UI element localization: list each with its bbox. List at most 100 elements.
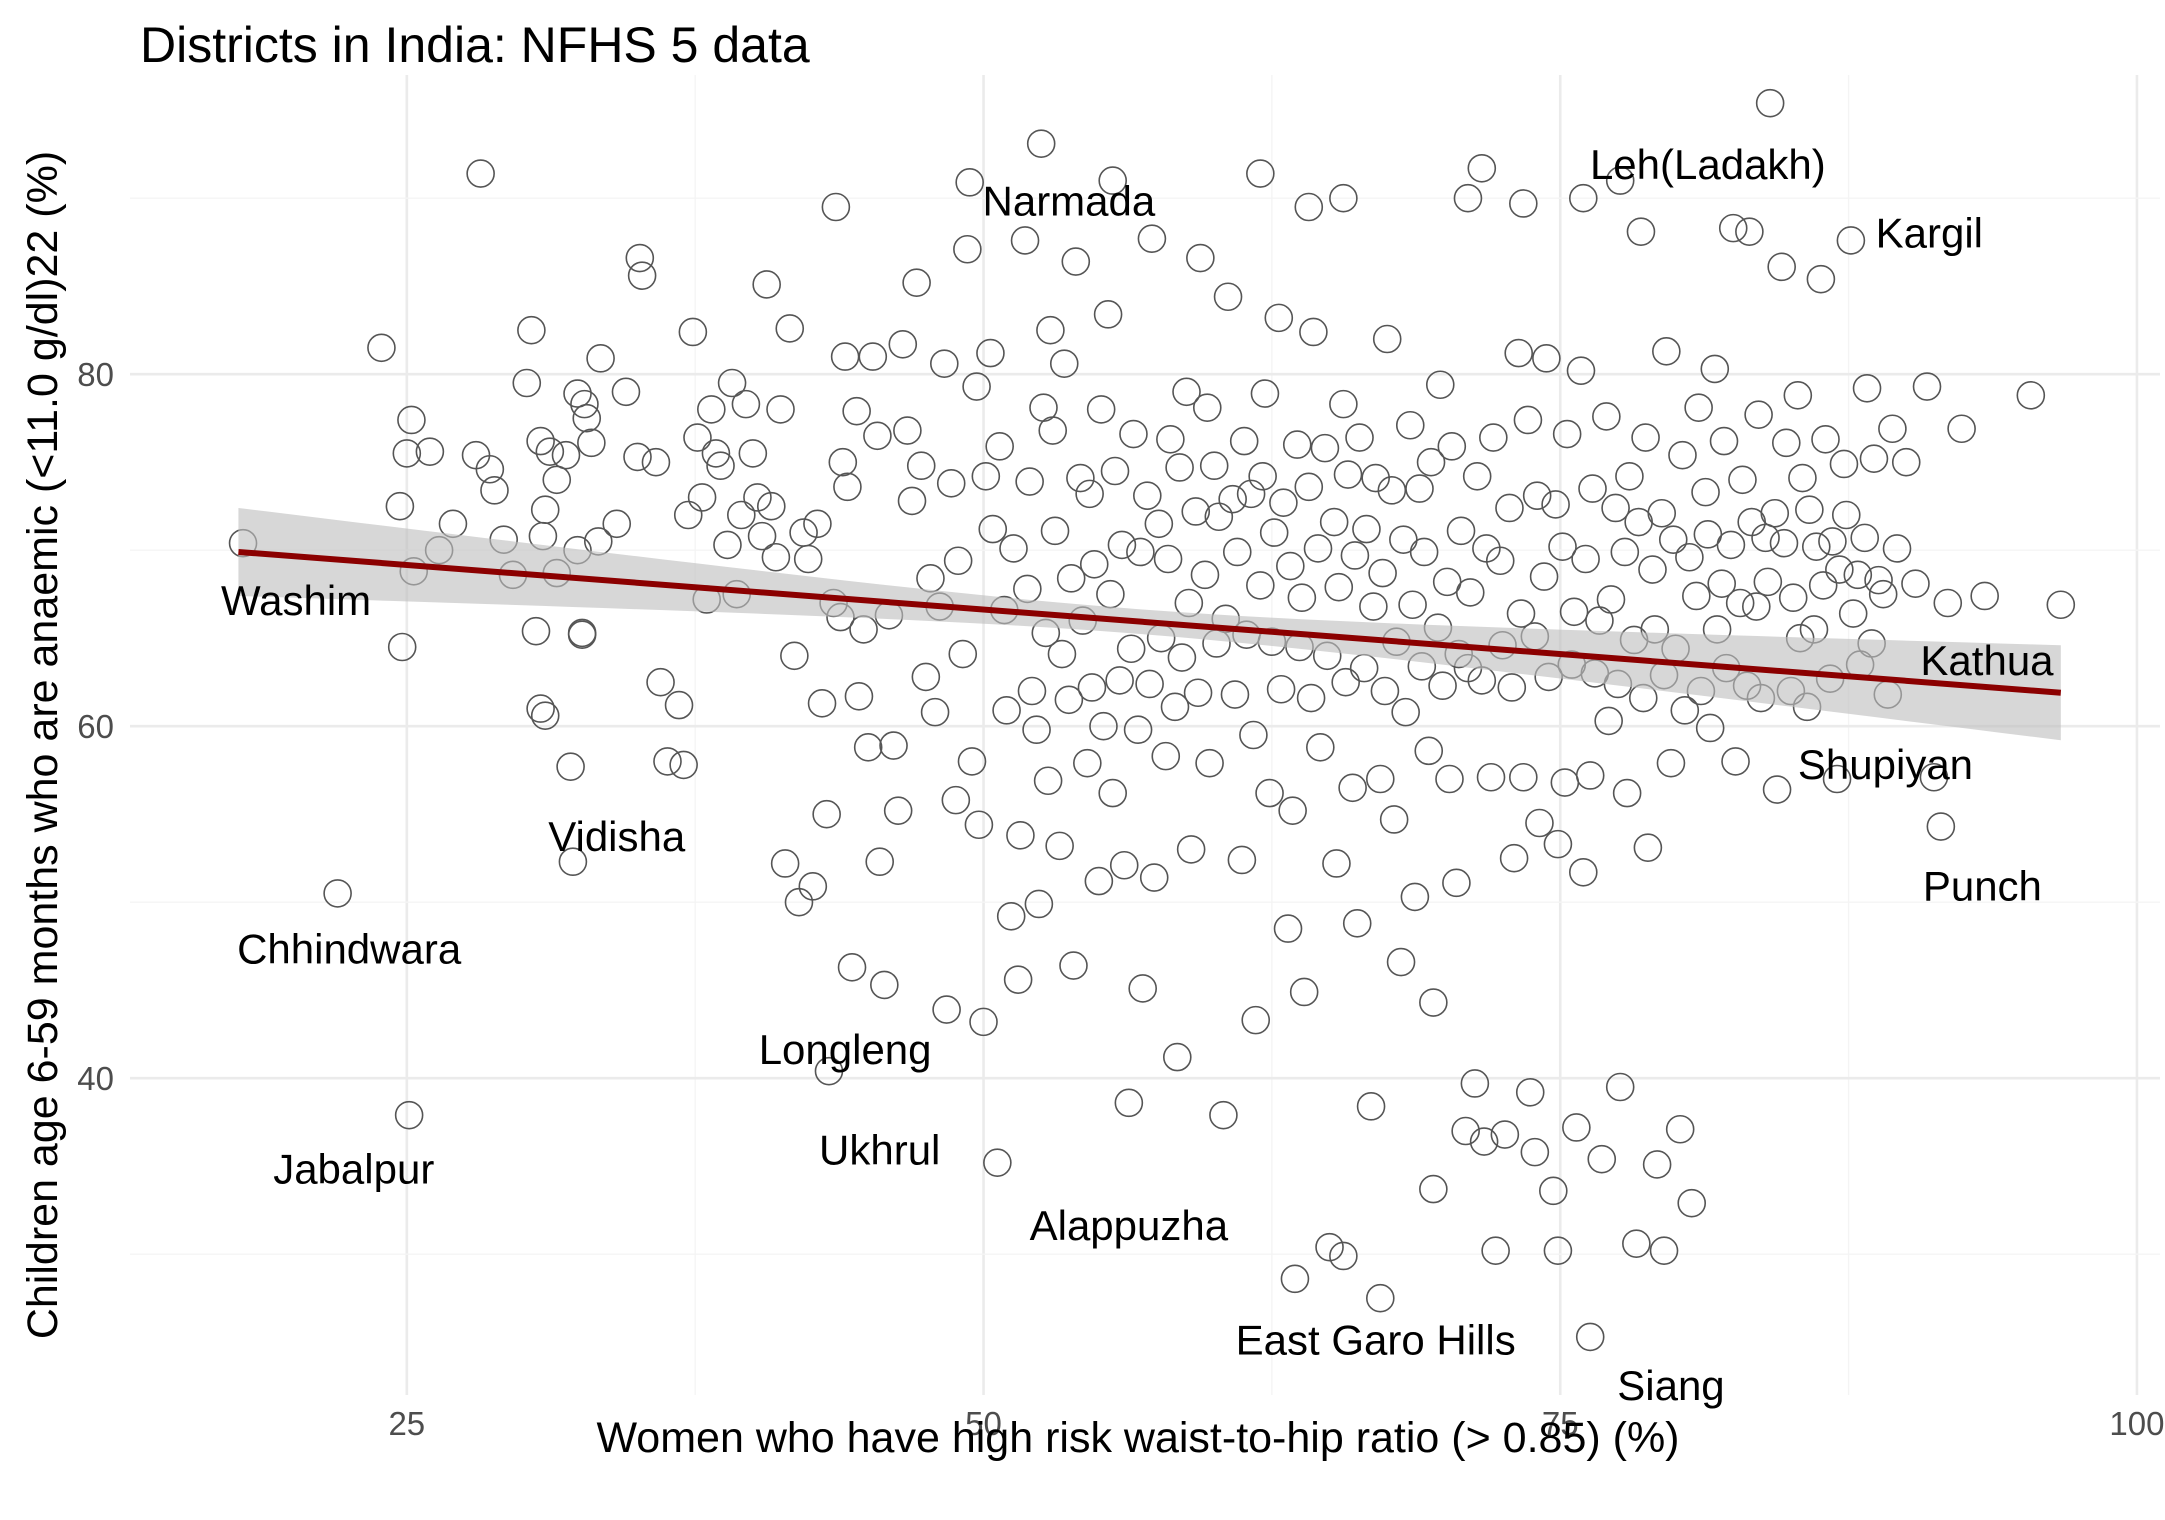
data-point <box>1469 1127 1499 1156</box>
data-point <box>1811 425 1840 454</box>
data-point <box>803 509 832 539</box>
data-point <box>323 879 352 908</box>
data-point <box>1548 532 1577 561</box>
data-point <box>1066 463 1095 493</box>
data-point <box>1543 829 1573 859</box>
data-point <box>1176 835 1206 864</box>
data-point <box>1282 430 1312 459</box>
data-point <box>1744 400 1773 429</box>
data-point <box>830 342 860 371</box>
data-point <box>1700 354 1730 384</box>
data-point <box>1566 356 1596 385</box>
data-point <box>1123 715 1153 745</box>
data-point <box>1220 680 1250 709</box>
district-label: Shupiyan <box>1798 741 1973 788</box>
data-point <box>1684 393 1713 422</box>
data-point <box>1612 778 1642 808</box>
data-point <box>397 405 426 435</box>
data-point <box>1229 426 1259 456</box>
data-point <box>1276 551 1305 581</box>
district-label: Jabalpur <box>273 1146 434 1193</box>
x-axis-title: Women who have high risk waist-to-hip ra… <box>597 1414 1680 1462</box>
data-point <box>1585 606 1614 635</box>
data-point <box>798 872 828 901</box>
data-point <box>1059 951 1088 980</box>
data-point <box>1718 213 1748 243</box>
data-point <box>1003 965 1033 994</box>
x-tick-label: 100 <box>2109 1405 2164 1442</box>
data-point <box>1299 317 1328 347</box>
data-point <box>1769 528 1799 558</box>
data-point <box>1116 634 1146 664</box>
data-point <box>1040 516 1070 546</box>
data-point <box>1838 599 1868 628</box>
y-tick-label: 40 <box>77 1060 114 1097</box>
data-point <box>1783 381 1813 410</box>
data-point <box>558 847 588 877</box>
data-point <box>1753 567 1783 597</box>
data-point <box>1241 1005 1271 1035</box>
data-point <box>1165 453 1194 482</box>
data-point <box>1310 433 1340 463</box>
data-point <box>897 486 927 516</box>
data-point <box>415 437 445 466</box>
data-point <box>1499 843 1529 873</box>
data-point <box>1370 676 1400 706</box>
data-point <box>1204 502 1234 532</box>
data-point <box>916 564 945 593</box>
data-point <box>807 689 837 718</box>
trend-line <box>238 548 2062 696</box>
data-point <box>1933 588 1963 618</box>
data-point <box>985 432 1014 461</box>
data-point <box>1156 425 1185 454</box>
data-point <box>1631 423 1660 452</box>
x-tick-label: 75 <box>1542 1405 1579 1442</box>
data-point <box>1801 532 1831 561</box>
data-point <box>526 694 555 723</box>
data-point <box>526 426 555 456</box>
data-point <box>844 681 874 711</box>
data-point <box>1144 509 1174 539</box>
data-point <box>701 439 731 468</box>
district-annotations: Narmada Leh(Ladakh) Kargil Washim Kathua Shup… <box>221 141 2054 1409</box>
data-point <box>1795 495 1824 525</box>
data-point <box>953 234 982 264</box>
data-point <box>1670 696 1700 725</box>
data-point <box>1114 1088 1144 1118</box>
data-point <box>1891 447 1921 477</box>
data-point <box>1186 243 1215 273</box>
x-tick-label: 50 <box>965 1405 1002 1442</box>
data-point <box>1126 537 1155 567</box>
data-point <box>865 847 895 877</box>
data-point <box>1015 467 1044 496</box>
data-point <box>1822 764 1852 794</box>
data-point <box>535 437 565 466</box>
data-point <box>673 500 703 530</box>
data-point <box>1453 183 1483 213</box>
data-point <box>870 970 899 1000</box>
data-point <box>1850 523 1880 553</box>
data-point <box>978 514 1008 544</box>
data-point <box>1829 449 1859 479</box>
data-point <box>1259 518 1289 547</box>
data-point <box>1128 974 1157 1003</box>
data-point <box>1340 541 1370 570</box>
data-point <box>1425 370 1455 400</box>
data-point <box>512 368 542 398</box>
district-label: Narmada <box>983 178 1156 225</box>
data-point <box>1778 583 1808 613</box>
data-point <box>1485 546 1515 576</box>
tick-labels: 25 50 75 100 40 60 80 <box>77 356 2164 1442</box>
data-point <box>1089 711 1118 741</box>
data-point <box>962 372 991 401</box>
data-point <box>893 416 922 445</box>
data-point <box>627 261 657 290</box>
data-point <box>1239 720 1268 750</box>
data-point <box>567 618 597 648</box>
data-point <box>1075 479 1104 509</box>
data-point <box>1400 882 1430 912</box>
data-point <box>1633 833 1663 862</box>
data-point <box>821 192 851 222</box>
data-point <box>480 476 509 505</box>
data-point <box>572 403 602 433</box>
